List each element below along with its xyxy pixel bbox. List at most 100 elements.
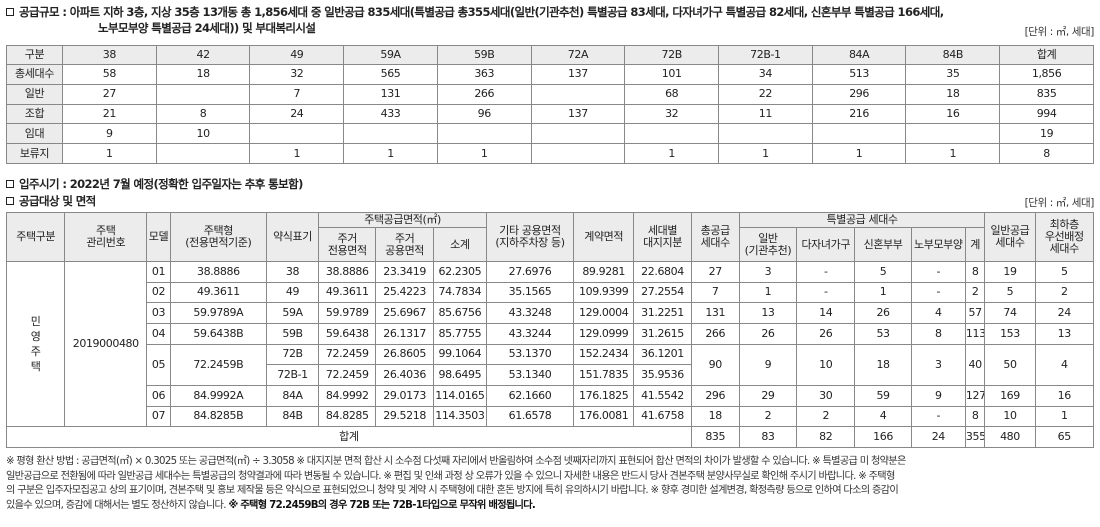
col-area-group: 주택공급면적(㎡): [318, 212, 487, 228]
summary-header-cell: 84A: [811, 45, 907, 65]
area-cell: 53.1370: [486, 343, 574, 366]
area-cell: 59.9789: [318, 302, 377, 324]
count-cell: 10: [984, 405, 1036, 428]
detail-row: 05 72.2459B 72B 72.2459 26.8605 99.1064 53.137…: [7, 343, 1095, 386]
summary-header-cell: 49: [249, 45, 345, 65]
summary-cell: [811, 123, 907, 145]
summary-cell: 1: [249, 143, 345, 164]
abbr-cell: 49: [265, 281, 320, 304]
count-cell: 26: [738, 322, 798, 345]
area-cell: 36.1201: [633, 343, 692, 366]
notes-block: ※ 평형 환산 방법 : 공급면적(㎡) × 0.3025 또는 공급면적(㎡)…: [6, 455, 1096, 513]
mgmt-number-cell: 2019000480: [64, 260, 148, 428]
summary-cell: 131: [343, 83, 438, 105]
total-label-cell: 합계: [6, 426, 692, 448]
count-cell: 19: [984, 261, 1036, 283]
total-supply-cell: 90: [690, 343, 740, 386]
col-housetype: 주택형 (전용면적기준): [169, 212, 267, 262]
summary-header-cell: 42: [155, 45, 251, 65]
summary-cell: 58: [62, 64, 157, 85]
area-cell: 85.6756: [432, 302, 488, 324]
summary-cell: [718, 123, 813, 145]
count-cell: 5: [1034, 261, 1095, 283]
square-bullet-icon: [6, 180, 14, 188]
area-cell: 22.6804: [633, 261, 692, 283]
summary-cell: [530, 123, 626, 145]
summary-header-cell: 59A: [343, 45, 438, 65]
count-cell: 3: [910, 343, 966, 386]
summary-cell: [155, 143, 251, 164]
summary-cell: 16: [905, 103, 1001, 125]
count-cell: 2: [796, 405, 856, 428]
count-cell: 9: [910, 384, 966, 407]
area-cell: 74.7834: [432, 281, 488, 304]
area-cell: 41.5542: [633, 384, 692, 407]
note-line-3: 의 구분은 입주자모집공고 상의 표기이며, 견본주택 및 홍보 제작물 등은 …: [6, 485, 899, 496]
summary-cell: 35: [905, 64, 1001, 85]
summary-cell: 24: [249, 103, 345, 125]
summary-cell: 1: [624, 143, 720, 164]
detail-row: 04 59.6438B 59B 59.6438 26.1317 85.7755 43.324…: [7, 322, 1095, 345]
count-cell: 16: [1034, 384, 1095, 407]
count-cell: 26: [796, 322, 856, 345]
area-cell: 114.0165: [432, 384, 488, 407]
summary-header-cell: 72A: [530, 45, 626, 65]
total-supply-cell: 27: [690, 261, 740, 283]
area-cell: 176.1825: [572, 384, 635, 407]
summary-cell: 216: [811, 103, 907, 125]
summary-cell: 137: [530, 64, 626, 85]
summary-cell: 994: [999, 103, 1094, 125]
occupancy-line: 입주시기 : 2022년 7월 예정(정확한 입주일자는 추후 통보함): [6, 176, 303, 192]
summary-row-label: 보류지: [6, 143, 63, 164]
summary-cell: 137: [530, 103, 626, 125]
summary-cell: 101: [624, 64, 720, 85]
supply-scale-text: 공급규모 : 아파트 지하 3층, 지상 35층 13개동 총 1,856세대 …: [19, 5, 944, 19]
summary-cell: [343, 123, 438, 145]
col-sp-multi: 다자녀가구: [796, 227, 856, 262]
area-cell: 27.6976: [486, 261, 574, 283]
summary-cell: 565: [343, 64, 438, 85]
unit-label-1: [단위 : ㎡, 세대]: [1024, 26, 1095, 38]
summary-cell: 19: [999, 123, 1094, 145]
col-mgmt-number: 주택 관리번호: [64, 212, 148, 262]
area-cell: 49.3611: [318, 281, 377, 304]
model-cell: 06: [146, 384, 171, 407]
summary-cell: 68: [624, 83, 720, 105]
detail-row: 02 49.3611 49 49.3611 25.4223 74.7834 35.1565 1…: [7, 281, 1095, 304]
total-count-cell: 24: [910, 426, 966, 448]
summary-cell: 363: [436, 64, 532, 85]
summary-cell: [624, 123, 720, 145]
count-cell: 1: [1034, 405, 1095, 428]
area-cell: 25.4223: [375, 281, 434, 304]
area-cell: 59.6438: [318, 322, 377, 345]
detail-row: 03 59.9789A 59A 59.9789 25.6967 85.6756 43.324…: [7, 302, 1095, 324]
total-count-cell: 355: [964, 426, 986, 448]
summary-cell: 266: [436, 83, 532, 105]
housetype-cell: 72.2459B: [169, 343, 267, 386]
summary-row: 총세대수 58 18 32 565 363 137 101 34 513 35 1,856: [6, 64, 1094, 85]
housetype-cell: 59.6438B: [169, 322, 267, 345]
detail-row: 72B-1 72.2459 26.4036 98.6495 53.1340 151.783…: [7, 364, 1094, 386]
col-general-supply: 일반공급 세대수: [984, 212, 1036, 262]
count-cell: 2: [738, 405, 798, 428]
area-cell: 152.2434: [572, 343, 635, 366]
abbr-cell: 72B: [265, 343, 320, 366]
total-count-cell: 166: [854, 426, 912, 448]
supply-target-heading: 공급대상 및 면적: [6, 193, 96, 209]
area-cell: 38.8886: [318, 261, 377, 283]
count-cell: 40: [964, 343, 986, 386]
summary-cell: 96: [436, 103, 532, 125]
count-cell: 4: [1034, 343, 1095, 386]
count-cell: 9: [738, 343, 798, 386]
count-cell: 127: [964, 384, 986, 407]
summary-header-cell: 72B: [624, 45, 720, 65]
summary-header-cell: 38: [62, 45, 157, 65]
col-model: 모델: [146, 212, 171, 262]
area-cell: 26.8605: [375, 343, 434, 366]
square-bullet-icon: [6, 197, 14, 205]
area-cell: 31.2615: [633, 322, 692, 345]
summary-cell: 433: [343, 103, 438, 125]
summary-cell: 1: [436, 143, 532, 164]
col-lowest-floor: 최하층 우선배정 세대수: [1034, 212, 1095, 262]
area-cell: 129.0004: [572, 302, 635, 324]
